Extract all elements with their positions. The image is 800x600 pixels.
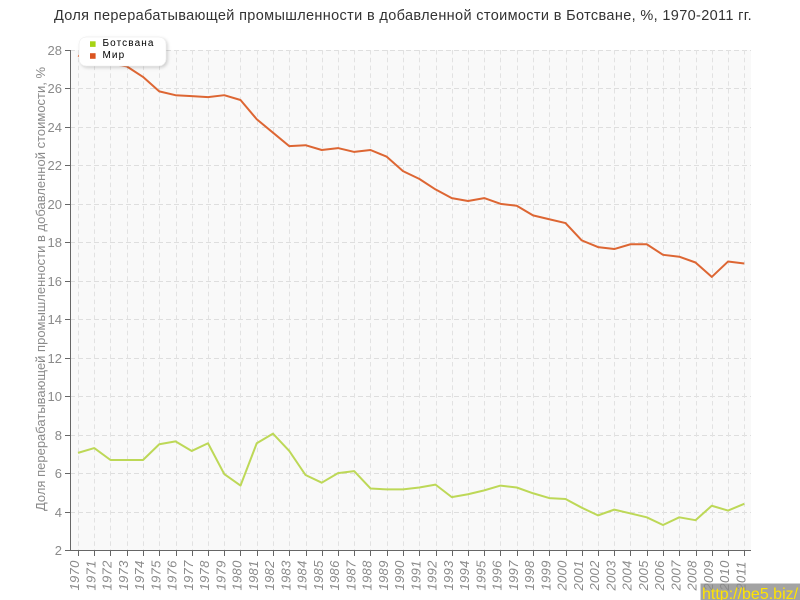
svg-text:6: 6 <box>55 466 62 481</box>
svg-text:Доля перерабатывающей промышле: Доля перерабатывающей промышленности в д… <box>33 67 48 512</box>
svg-text:22: 22 <box>48 158 62 173</box>
svg-text:1996: 1996 <box>490 560 505 591</box>
svg-text:20: 20 <box>48 197 62 212</box>
svg-text:2000: 2000 <box>555 560 570 592</box>
svg-text:12: 12 <box>48 351 62 366</box>
svg-text:2006: 2006 <box>652 560 667 592</box>
svg-text:1978: 1978 <box>197 560 212 591</box>
svg-text:1980: 1980 <box>230 560 245 591</box>
svg-text:2002: 2002 <box>587 560 602 592</box>
svg-text:1984: 1984 <box>295 560 310 590</box>
svg-text:1970: 1970 <box>67 560 82 591</box>
svg-text:8: 8 <box>55 428 62 443</box>
svg-text:1987: 1987 <box>343 560 358 591</box>
svg-text:1981: 1981 <box>246 560 261 590</box>
svg-text:2010: 2010 <box>717 560 732 592</box>
svg-text:1976: 1976 <box>165 560 180 591</box>
svg-text:2005: 2005 <box>636 560 651 592</box>
svg-text:2007: 2007 <box>668 560 683 592</box>
svg-text:1999: 1999 <box>538 560 553 590</box>
svg-text:1974: 1974 <box>132 560 147 590</box>
svg-text:1995: 1995 <box>473 560 488 591</box>
svg-text:10: 10 <box>48 389 62 404</box>
svg-text:Ботсвана: Ботсвана <box>103 38 155 49</box>
svg-text:1988: 1988 <box>360 560 375 591</box>
svg-text:14: 14 <box>48 312 62 327</box>
svg-text:1994: 1994 <box>457 560 472 590</box>
svg-text:1989: 1989 <box>376 560 391 590</box>
svg-text:1982: 1982 <box>262 560 277 591</box>
svg-text:1979: 1979 <box>213 560 228 590</box>
svg-text:2004: 2004 <box>620 560 635 591</box>
svg-text:18: 18 <box>48 235 62 250</box>
svg-text:28: 28 <box>48 43 62 58</box>
svg-text:1972: 1972 <box>100 560 115 591</box>
svg-text:1977: 1977 <box>181 560 196 591</box>
svg-text:1983: 1983 <box>278 560 293 591</box>
svg-text:2009: 2009 <box>701 560 716 591</box>
svg-text:1993: 1993 <box>441 560 456 591</box>
svg-text:1991: 1991 <box>408 560 423 590</box>
svg-text:1973: 1973 <box>116 560 131 591</box>
svg-text:16: 16 <box>48 274 62 289</box>
svg-text:1985: 1985 <box>311 560 326 591</box>
svg-text:2003: 2003 <box>603 560 618 592</box>
svg-text:1990: 1990 <box>392 560 407 591</box>
svg-text:2008: 2008 <box>685 560 700 592</box>
svg-text:1986: 1986 <box>327 560 342 591</box>
svg-text:26: 26 <box>48 81 62 96</box>
svg-text:1997: 1997 <box>506 560 521 591</box>
svg-text:http://be5.biz/: http://be5.biz/ <box>702 586 799 600</box>
svg-text:Доля перерабатывающей промышле: Доля перерабатывающей промышленности в д… <box>54 8 752 24</box>
svg-text:4: 4 <box>55 505 62 520</box>
svg-text:2: 2 <box>55 543 62 558</box>
svg-text:2011: 2011 <box>733 561 748 591</box>
svg-text:1992: 1992 <box>425 560 440 591</box>
svg-text:1971: 1971 <box>83 560 98 590</box>
svg-text:1975: 1975 <box>148 560 163 591</box>
svg-text:Мир: Мир <box>103 50 126 61</box>
svg-text:1998: 1998 <box>522 560 537 591</box>
svg-text:2001: 2001 <box>571 560 586 591</box>
svg-text:24: 24 <box>48 120 62 135</box>
